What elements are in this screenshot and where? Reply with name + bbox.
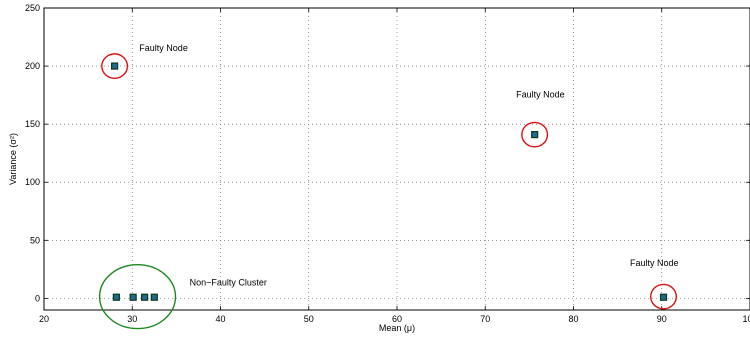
- x-axis-title: Mean (μ): [379, 323, 415, 333]
- axis-ticks: 20 30 40 50 60 70 80 90 100 0 50 100 150 200 250: [25, 3, 750, 324]
- data-point: [659, 293, 668, 301]
- faulty-node-circle: [101, 53, 129, 79]
- faulty-node-circle: [650, 283, 678, 310]
- x-tick-label: 100: [742, 314, 750, 324]
- x-tick-label: 20: [39, 314, 49, 324]
- data-point: [129, 293, 137, 301]
- plot-area: [43, 7, 750, 311]
- annotation-label: Non−Faulty Cluster: [190, 278, 267, 288]
- data-point: [141, 293, 149, 301]
- x-tick-label: 80: [568, 314, 578, 324]
- data-point: [531, 131, 539, 139]
- x-tick-label: 60: [392, 314, 402, 324]
- y-tick-label: 250: [25, 3, 40, 13]
- y-tick-label: 150: [25, 119, 40, 129]
- x-tick-label: 50: [304, 314, 314, 324]
- grid: [44, 8, 750, 310]
- non-faulty-cluster-ellipse: [98, 263, 177, 330]
- data-point: [110, 62, 119, 70]
- data-point: [150, 293, 158, 301]
- annotation-label: Faulty Node: [516, 89, 565, 99]
- y-tick-label: 0: [35, 293, 40, 303]
- x-tick-label: 90: [657, 314, 667, 324]
- annotations: Faulty Node Faulty Node Faulty Node Non−Fau…: [139, 43, 678, 288]
- x-tick-label: 70: [480, 314, 490, 324]
- y-tick-label: 200: [25, 61, 40, 71]
- y-tick-label: 100: [25, 177, 40, 187]
- y-tick-label: 50: [30, 235, 40, 245]
- faulty-node-circle: [521, 121, 549, 148]
- data-point: [112, 293, 120, 301]
- data-points: [110, 62, 668, 301]
- highlight-circles: [98, 53, 678, 330]
- y-axis-title: Variance (σ²): [8, 133, 18, 185]
- x-tick-label: 30: [127, 314, 137, 324]
- annotation-label: Faulty Node: [630, 258, 679, 268]
- annotation-label: Faulty Node: [139, 43, 188, 53]
- x-tick-label: 40: [215, 314, 225, 324]
